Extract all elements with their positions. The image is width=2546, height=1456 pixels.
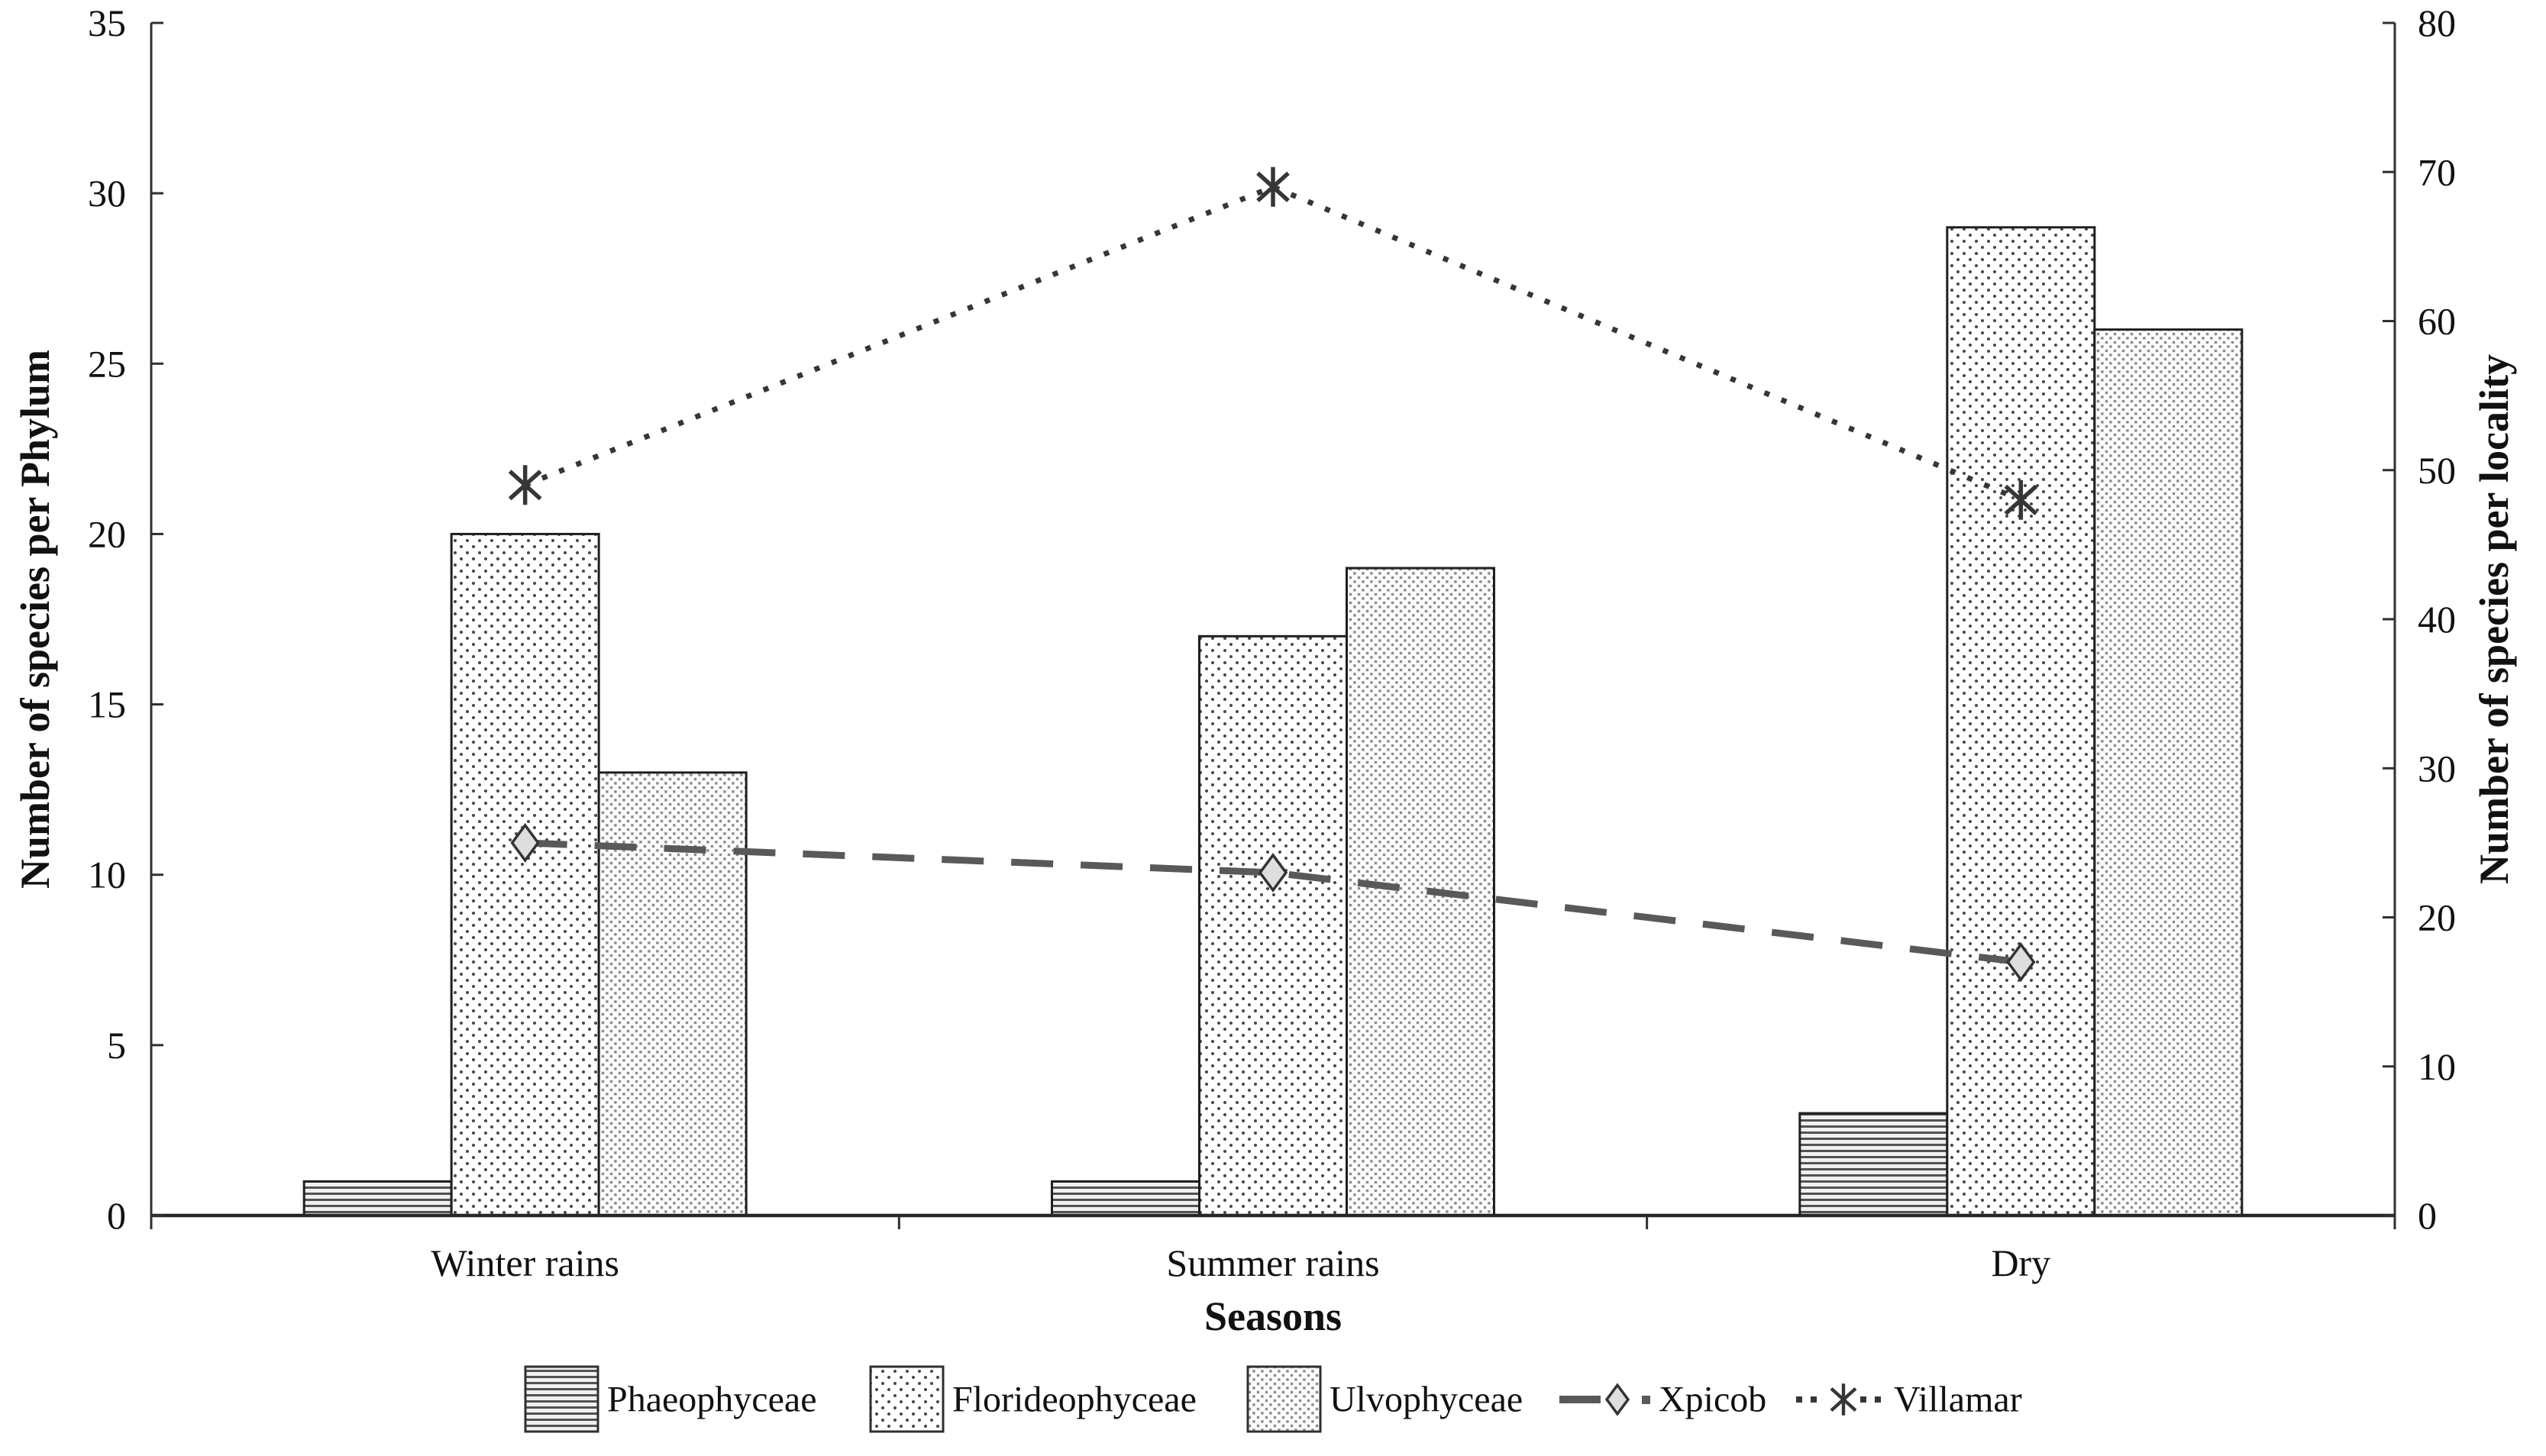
bar-ulvophyceae-winter-rains <box>597 771 748 1217</box>
legend-label: Ulvophyceae <box>1330 1380 1523 1420</box>
right-axis-tick-label: 30 <box>2418 747 2456 789</box>
right-axis-tick-label: 10 <box>2418 1045 2456 1088</box>
legend-label: Xpicob <box>1659 1380 1766 1420</box>
left-axis-title: Number of species per Phylum <box>12 350 58 889</box>
legend-dot <box>1796 1396 1802 1403</box>
right-axis-tick-label: 70 <box>2418 150 2456 193</box>
right-axis-tick-label: 0 <box>2418 1194 2437 1237</box>
legend-swatch-ulvophyceae <box>1246 1365 1322 1433</box>
bars-layer <box>302 226 2244 1217</box>
bar-ulvophyceae-summer-rains <box>1346 567 1495 1217</box>
bar-ulvophyceae-dry <box>2093 328 2244 1217</box>
bar-phaeophyceae-summer-rains <box>1051 1180 1200 1217</box>
asterisk-marker <box>2004 479 2038 520</box>
bar-florideophyceae-winter-rains <box>450 532 600 1217</box>
axes-layer: 0 5 10 15 20 25 30 35 0 10 20 30 40 50 60 70 80 Winter ra… <box>88 2 2456 1284</box>
right-axis-title: Number of species per locality <box>2471 354 2517 884</box>
diamond-marker <box>2006 942 2036 983</box>
left-axis-tick-label: 20 <box>88 512 126 555</box>
left-axis-tick-label: 25 <box>88 342 126 385</box>
x-axis-title: Seasons <box>1204 1293 1342 1339</box>
legend-swatch-phaeophyceae <box>524 1365 599 1433</box>
asterisk-marker <box>1256 166 1290 207</box>
left-axis-tick-label: 10 <box>88 854 126 896</box>
x-category-label: Summer rains <box>1166 1241 1379 1284</box>
legend-dot <box>1860 1396 1866 1403</box>
legend-dot <box>1811 1396 1817 1403</box>
legend: Phaeophyceae Florideophyceae Ulvophyceae Xp… <box>524 1365 2022 1433</box>
asterisk-marker <box>1830 1383 1857 1416</box>
bar-florideophyceae-summer-rains <box>1198 634 1348 1217</box>
left-axis-tick-label: 30 <box>88 172 126 215</box>
legend-dot <box>1875 1396 1881 1403</box>
line-villamar <box>524 183 2022 503</box>
x-category-label: Dry <box>1991 1241 2050 1284</box>
legend-label: Villamar <box>1894 1380 2022 1420</box>
bar-phaeophyceae-winter-rains <box>302 1180 453 1217</box>
right-axis-tick-label: 50 <box>2418 449 2456 492</box>
right-axis-tick-label: 80 <box>2418 2 2456 44</box>
diamond-marker <box>1258 852 1288 893</box>
lines-layer <box>508 166 2038 983</box>
legend-label: Phaeophyceae <box>607 1380 817 1420</box>
left-axis-tick-label: 5 <box>107 1024 126 1067</box>
left-axis-tick-label: 35 <box>88 2 126 44</box>
right-axis-tick-label: 60 <box>2418 300 2456 343</box>
diamond-marker <box>1604 1383 1630 1416</box>
diamond-marker <box>510 822 540 863</box>
bar-florideophyceae-dry <box>1946 226 2096 1217</box>
line-xpicob <box>525 839 2021 966</box>
legend-label: Florideophyceae <box>952 1380 1197 1420</box>
left-axis-tick-label: 15 <box>88 683 126 726</box>
x-category-label: Winter rains <box>431 1241 619 1284</box>
left-axis-tick-label: 0 <box>107 1194 126 1237</box>
right-axis-tick-label: 20 <box>2418 896 2456 939</box>
legend-swatch-florideophyceae <box>869 1365 945 1433</box>
bar-phaeophyceae-dry <box>1798 1112 1949 1217</box>
legend-dot <box>1642 1396 1650 1404</box>
asterisk-marker <box>508 465 542 505</box>
legend-dash <box>1559 1396 1601 1403</box>
right-axis-tick-label: 40 <box>2418 598 2456 641</box>
